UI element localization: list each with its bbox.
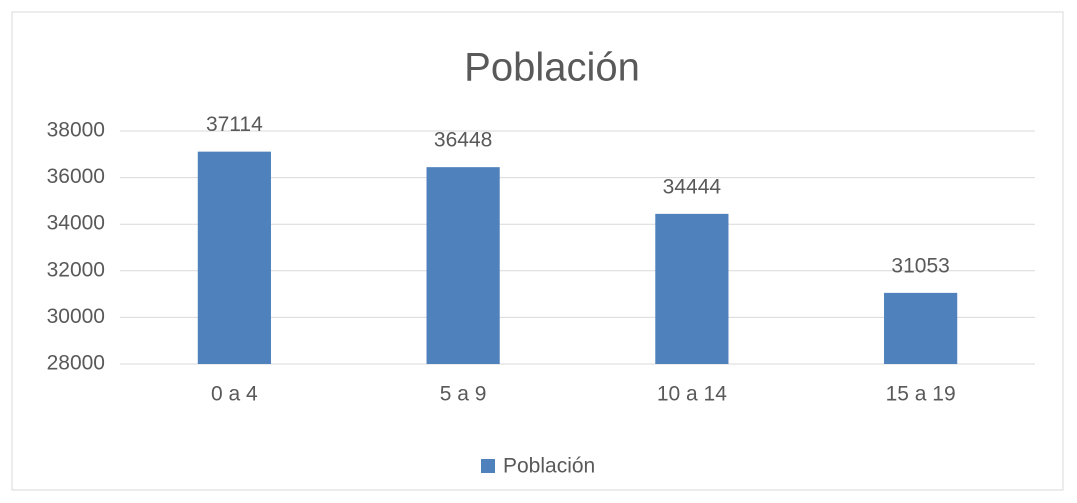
data-label: 34444 [663,175,722,198]
y-tick-label: 30000 [47,305,105,328]
x-tick-label: 5 a 9 [440,383,487,406]
bar [426,167,500,364]
y-tick-label: 32000 [47,258,105,281]
y-tick-label: 34000 [47,212,105,235]
y-tick-label: 38000 [47,119,105,142]
bar [197,151,271,364]
y-tick-label: 28000 [47,352,105,375]
bar [884,292,958,364]
legend-label: Población [503,455,595,478]
legend-swatch [481,459,495,473]
bar [655,213,729,364]
chart-title: Población [464,46,640,90]
data-label: 36448 [434,129,492,152]
y-tick-label: 36000 [47,165,105,188]
data-label: 31053 [891,254,949,277]
x-tick-label: 15 a 19 [886,383,956,406]
x-tick-label: 0 a 4 [211,383,258,406]
chart-border [11,11,1064,491]
x-tick-label: 10 a 14 [657,383,727,406]
data-label: 37114 [206,113,263,136]
